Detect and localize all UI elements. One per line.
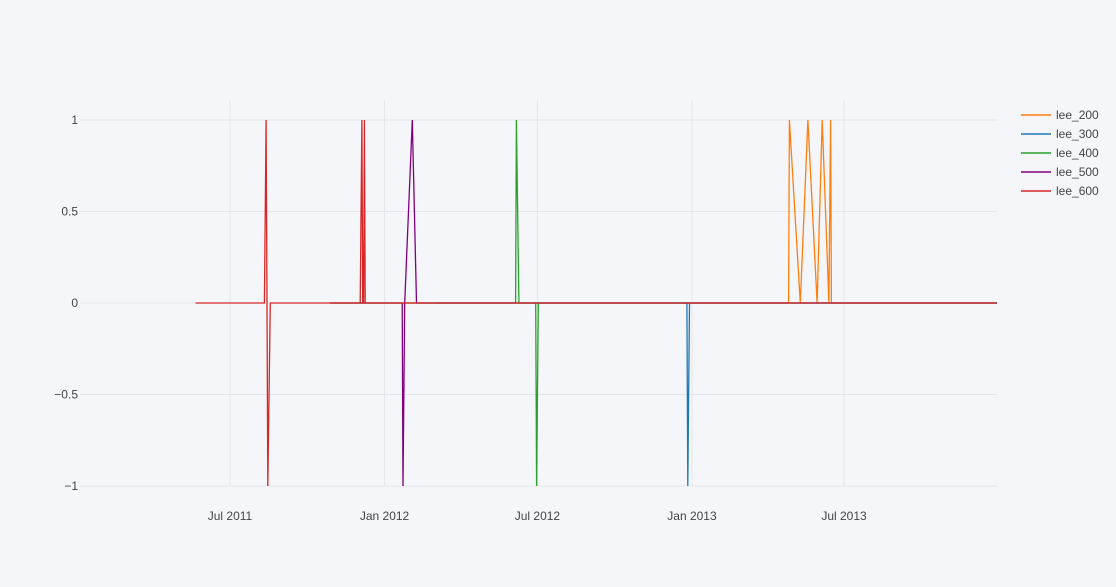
legend-item-lee-300[interactable]: lee_300: [1021, 127, 1099, 141]
x-tick-label: Jul 2011: [208, 509, 253, 523]
legend-item-lee-200[interactable]: lee_200: [1021, 108, 1099, 122]
y-axis: 1 0.5 0 −0.5 −1: [54, 113, 78, 493]
series-line-lee-600[interactable]: [195, 119, 997, 487]
x-axis: Jul 2011 Jan 2012 Jul 2012 Jan 2013 Jul 2013: [208, 509, 867, 523]
plot-area: [195, 119, 997, 487]
legend-label: lee_500: [1056, 165, 1099, 179]
y-tick-label: 0: [71, 296, 78, 310]
y-tick-label: −0.5: [54, 388, 78, 402]
legend[interactable]: lee_200 lee_300 lee_400 lee_500 lee_600: [1021, 108, 1099, 198]
legend-item-lee-500[interactable]: lee_500: [1021, 165, 1099, 179]
x-tick-label: Jul 2012: [515, 509, 561, 523]
x-tick-label: Jan 2012: [360, 509, 410, 523]
x-tick-label: Jan 2013: [667, 509, 717, 523]
legend-item-lee-600[interactable]: lee_600: [1021, 184, 1099, 198]
legend-label: lee_200: [1056, 108, 1099, 122]
legend-item-lee-400[interactable]: lee_400: [1021, 146, 1099, 160]
legend-label: lee_300: [1056, 127, 1099, 141]
legend-label: lee_400: [1056, 146, 1099, 160]
y-tick-label: 0.5: [61, 205, 78, 219]
legend-label: lee_600: [1056, 184, 1099, 198]
y-tick-label: −1: [64, 479, 78, 493]
y-tick-label: 1: [71, 113, 78, 127]
x-tick-label: Jul 2013: [821, 509, 867, 523]
grid: [80, 100, 997, 487]
